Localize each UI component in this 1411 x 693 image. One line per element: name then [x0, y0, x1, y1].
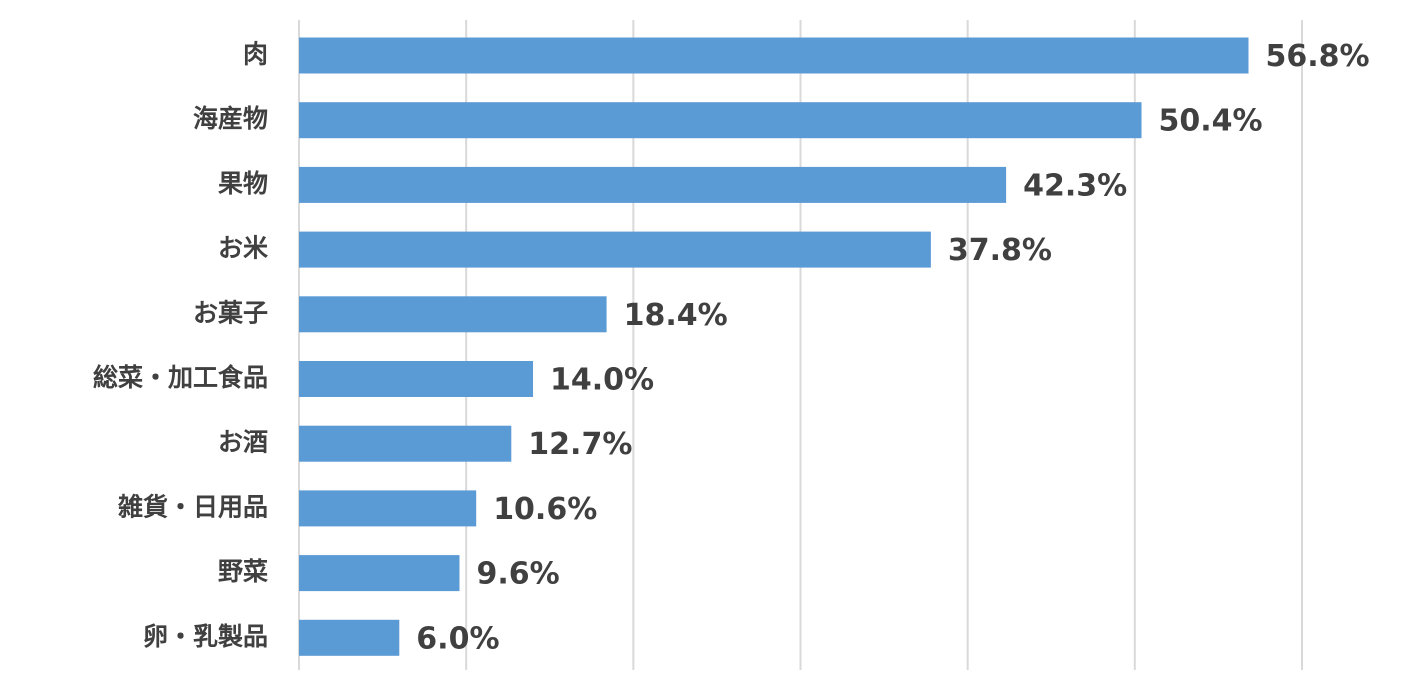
- category-label: 果物: [218, 169, 268, 198]
- category-label: お酒: [218, 428, 268, 457]
- bar: [299, 555, 460, 592]
- bar: [299, 361, 534, 397]
- category-label: 肉: [243, 40, 268, 69]
- category-label: お菓子: [193, 298, 268, 327]
- category-label: 海産物: [193, 104, 268, 133]
- bar: [299, 619, 400, 656]
- value-label: 37.8%: [948, 233, 1052, 268]
- value-label: 12.7%: [528, 427, 632, 462]
- value-label: 9.6%: [476, 557, 559, 592]
- bars: [299, 37, 1249, 656]
- bar: [299, 166, 1007, 203]
- bar: [299, 231, 931, 268]
- bar: [299, 296, 607, 333]
- value-label: 14.0%: [550, 363, 654, 398]
- value-label: 42.3%: [1023, 168, 1127, 203]
- category-label: 卵・乳製品: [143, 622, 268, 651]
- value-label: 56.8%: [1266, 39, 1370, 74]
- value-label: 6.0%: [416, 621, 499, 656]
- bar: [299, 490, 477, 527]
- value-label: 18.4%: [624, 298, 728, 333]
- bar: [299, 102, 1142, 139]
- category-label: お米: [218, 234, 269, 263]
- category-label: 雑貨・日用品: [117, 492, 268, 521]
- category-label: 総菜・加工食品: [93, 363, 268, 392]
- value-label: 50.4%: [1159, 104, 1263, 139]
- category-label: 野菜: [218, 557, 268, 586]
- bar: [299, 425, 512, 462]
- bar: [299, 37, 1249, 74]
- value-labels: 56.8%50.4% 42.3% 37.8% 18.4% 14.0% 12.7% 10.6%…: [416, 39, 1369, 656]
- value-label: 10.6%: [493, 492, 597, 527]
